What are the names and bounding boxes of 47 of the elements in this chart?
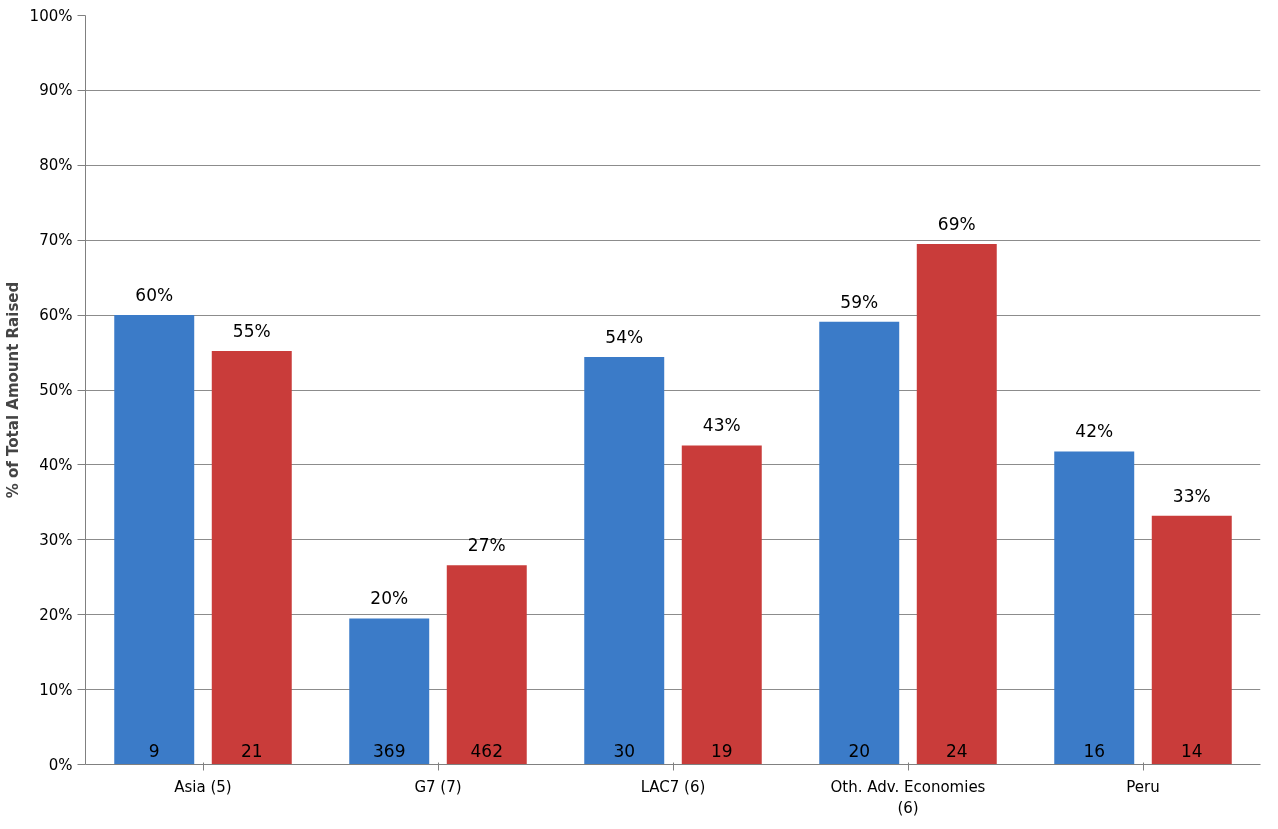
data-label: 69% [937,213,976,234]
annotation: 16 [1083,740,1106,761]
y-tick-label: 10% [39,680,73,699]
x-tick-label: LAC7 (6) [640,777,706,796]
bar [584,357,665,765]
y-tick-label: 90% [39,81,73,100]
annotation: 462 [470,740,503,761]
bar [211,351,292,765]
bar [819,321,900,765]
data-label: 42% [1075,421,1114,442]
annotation: 21 [240,740,263,761]
annotation: 14 [1180,740,1203,761]
bar [446,565,527,765]
y-tick-label: 50% [39,381,73,399]
annotation: 9 [148,740,160,761]
y-tick-label: 30% [39,530,73,549]
y-tick-label: 60% [39,306,73,325]
annotation: 20 [848,740,871,761]
bar [114,315,195,765]
x-tick-label: Peru [1126,777,1160,796]
bar [916,243,997,765]
x-tick-label: G7 (7) [414,777,462,796]
y-axis-title: % of Total Amount Raised [3,281,22,499]
annotation: 24 [945,740,968,761]
bar [349,618,430,765]
data-label: 43% [702,415,741,436]
annotation: 369 [373,740,406,761]
data-label: 60% [135,285,174,306]
y-tick-label: 0% [48,755,73,774]
y-tick-label: 40% [39,455,73,474]
data-label: 27% [467,535,506,556]
data-label: 20% [370,588,409,609]
bar [1054,451,1135,765]
y-tick-label: 100% [29,6,73,25]
data-label: 55% [232,321,271,342]
data-label: 59% [840,291,879,312]
y-tick-label: 70% [39,231,73,250]
annotation: 30 [613,740,636,761]
x-tick-label: Asia (5) [174,777,232,796]
bar [1151,515,1232,765]
annotation: 19 [710,740,733,761]
data-label: 54% [605,327,644,348]
x-tick-label: Oth. Adv. Economies (6) [830,777,986,818]
data-label: 33% [1172,485,1211,506]
y-tick-label: 20% [39,605,73,624]
bar [681,445,762,765]
y-tick-label: 80% [39,156,73,175]
